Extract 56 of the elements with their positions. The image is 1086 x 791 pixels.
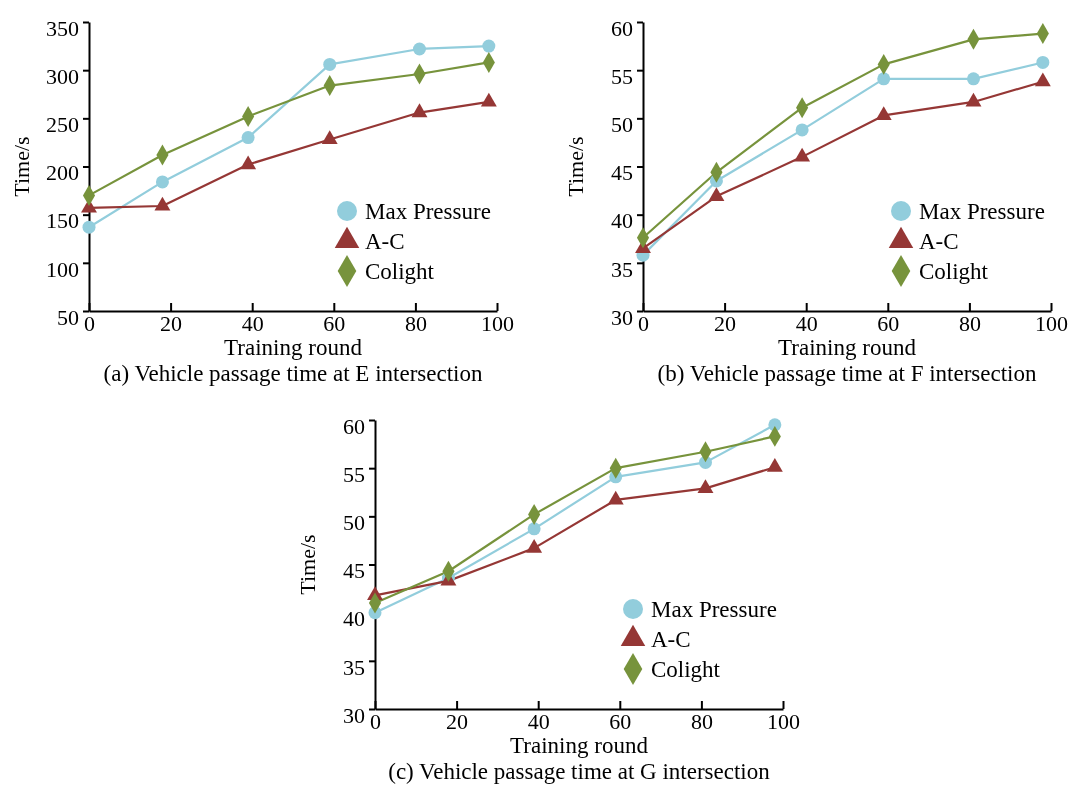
x-tick-label: 100: [767, 708, 800, 734]
y-tick-label: 250: [46, 112, 79, 138]
y-tick-label: 50: [57, 304, 79, 330]
text: (c) Vehicle passage time at G intersection: [388, 759, 771, 784]
x-tick-label: 80: [958, 310, 981, 336]
x-tick-label: 80: [404, 310, 427, 336]
y-tick-label: 300: [46, 63, 79, 89]
legend-label: Colight: [651, 657, 721, 683]
legend-label: Colight: [919, 259, 989, 285]
x-tick-label: 0: [638, 310, 649, 336]
x-tick-label: 40: [241, 310, 264, 336]
y-tick-label: 45: [343, 558, 365, 584]
y-tick-label: 35: [343, 654, 365, 680]
x-tick-label: 100: [1035, 310, 1068, 336]
x-axis-title: Training round: [778, 335, 917, 360]
x-tick-label: 0: [84, 310, 95, 336]
legend-label: Max Pressure: [365, 199, 491, 225]
x-tick-label: 20: [446, 708, 469, 734]
y-tick-label: 35: [611, 256, 633, 282]
text: (a) Vehicle passage time at E intersection: [103, 361, 483, 386]
y-tick-label: 50: [611, 112, 633, 138]
y-tick-label: 55: [343, 461, 365, 487]
x-tick-label: 20: [160, 310, 183, 336]
x-tick-label: 100: [481, 310, 514, 336]
y-tick-label: 60: [611, 15, 633, 41]
legend-label: Max Pressure: [651, 597, 777, 623]
legend-label: Colight: [365, 259, 435, 285]
legend-label: A-C: [651, 627, 691, 653]
legend-label: Max Pressure: [919, 199, 1045, 225]
y-tick-label: 40: [343, 606, 365, 632]
y-tick-label: 200: [46, 160, 79, 186]
x-tick-label: 80: [690, 708, 713, 734]
y-tick-label: 150: [46, 208, 79, 234]
legend-label: A-C: [365, 229, 405, 255]
y-tick-label: 60: [343, 413, 365, 439]
y-tick-label: 30: [343, 702, 365, 728]
x-axis-title: Training round: [510, 733, 649, 758]
x-tick-label: 20: [714, 310, 737, 336]
y-tick-label: 100: [46, 256, 79, 282]
x-axis-title: Training round: [224, 335, 363, 360]
x-tick-label: 40: [795, 310, 818, 336]
y-tick-label: 40: [611, 208, 633, 234]
y-tick-label: 55: [611, 63, 633, 89]
x-tick-label: 60: [877, 310, 900, 336]
y-axis-title: Time/s: [9, 136, 34, 197]
x-tick-label: 0: [370, 708, 381, 734]
text: (b) Vehicle passage time at F intersection: [657, 361, 1037, 386]
y-axis-title: Time/s: [295, 534, 320, 595]
y-tick-label: 45: [611, 160, 633, 186]
x-tick-label: 40: [527, 708, 550, 734]
y-tick-label: 50: [343, 510, 365, 536]
y-axis-title: Time/s: [563, 136, 588, 197]
legend-label: A-C: [919, 229, 959, 255]
x-tick-label: 60: [323, 310, 346, 336]
y-tick-label: 30: [611, 304, 633, 330]
y-tick-label: 350: [46, 15, 79, 41]
